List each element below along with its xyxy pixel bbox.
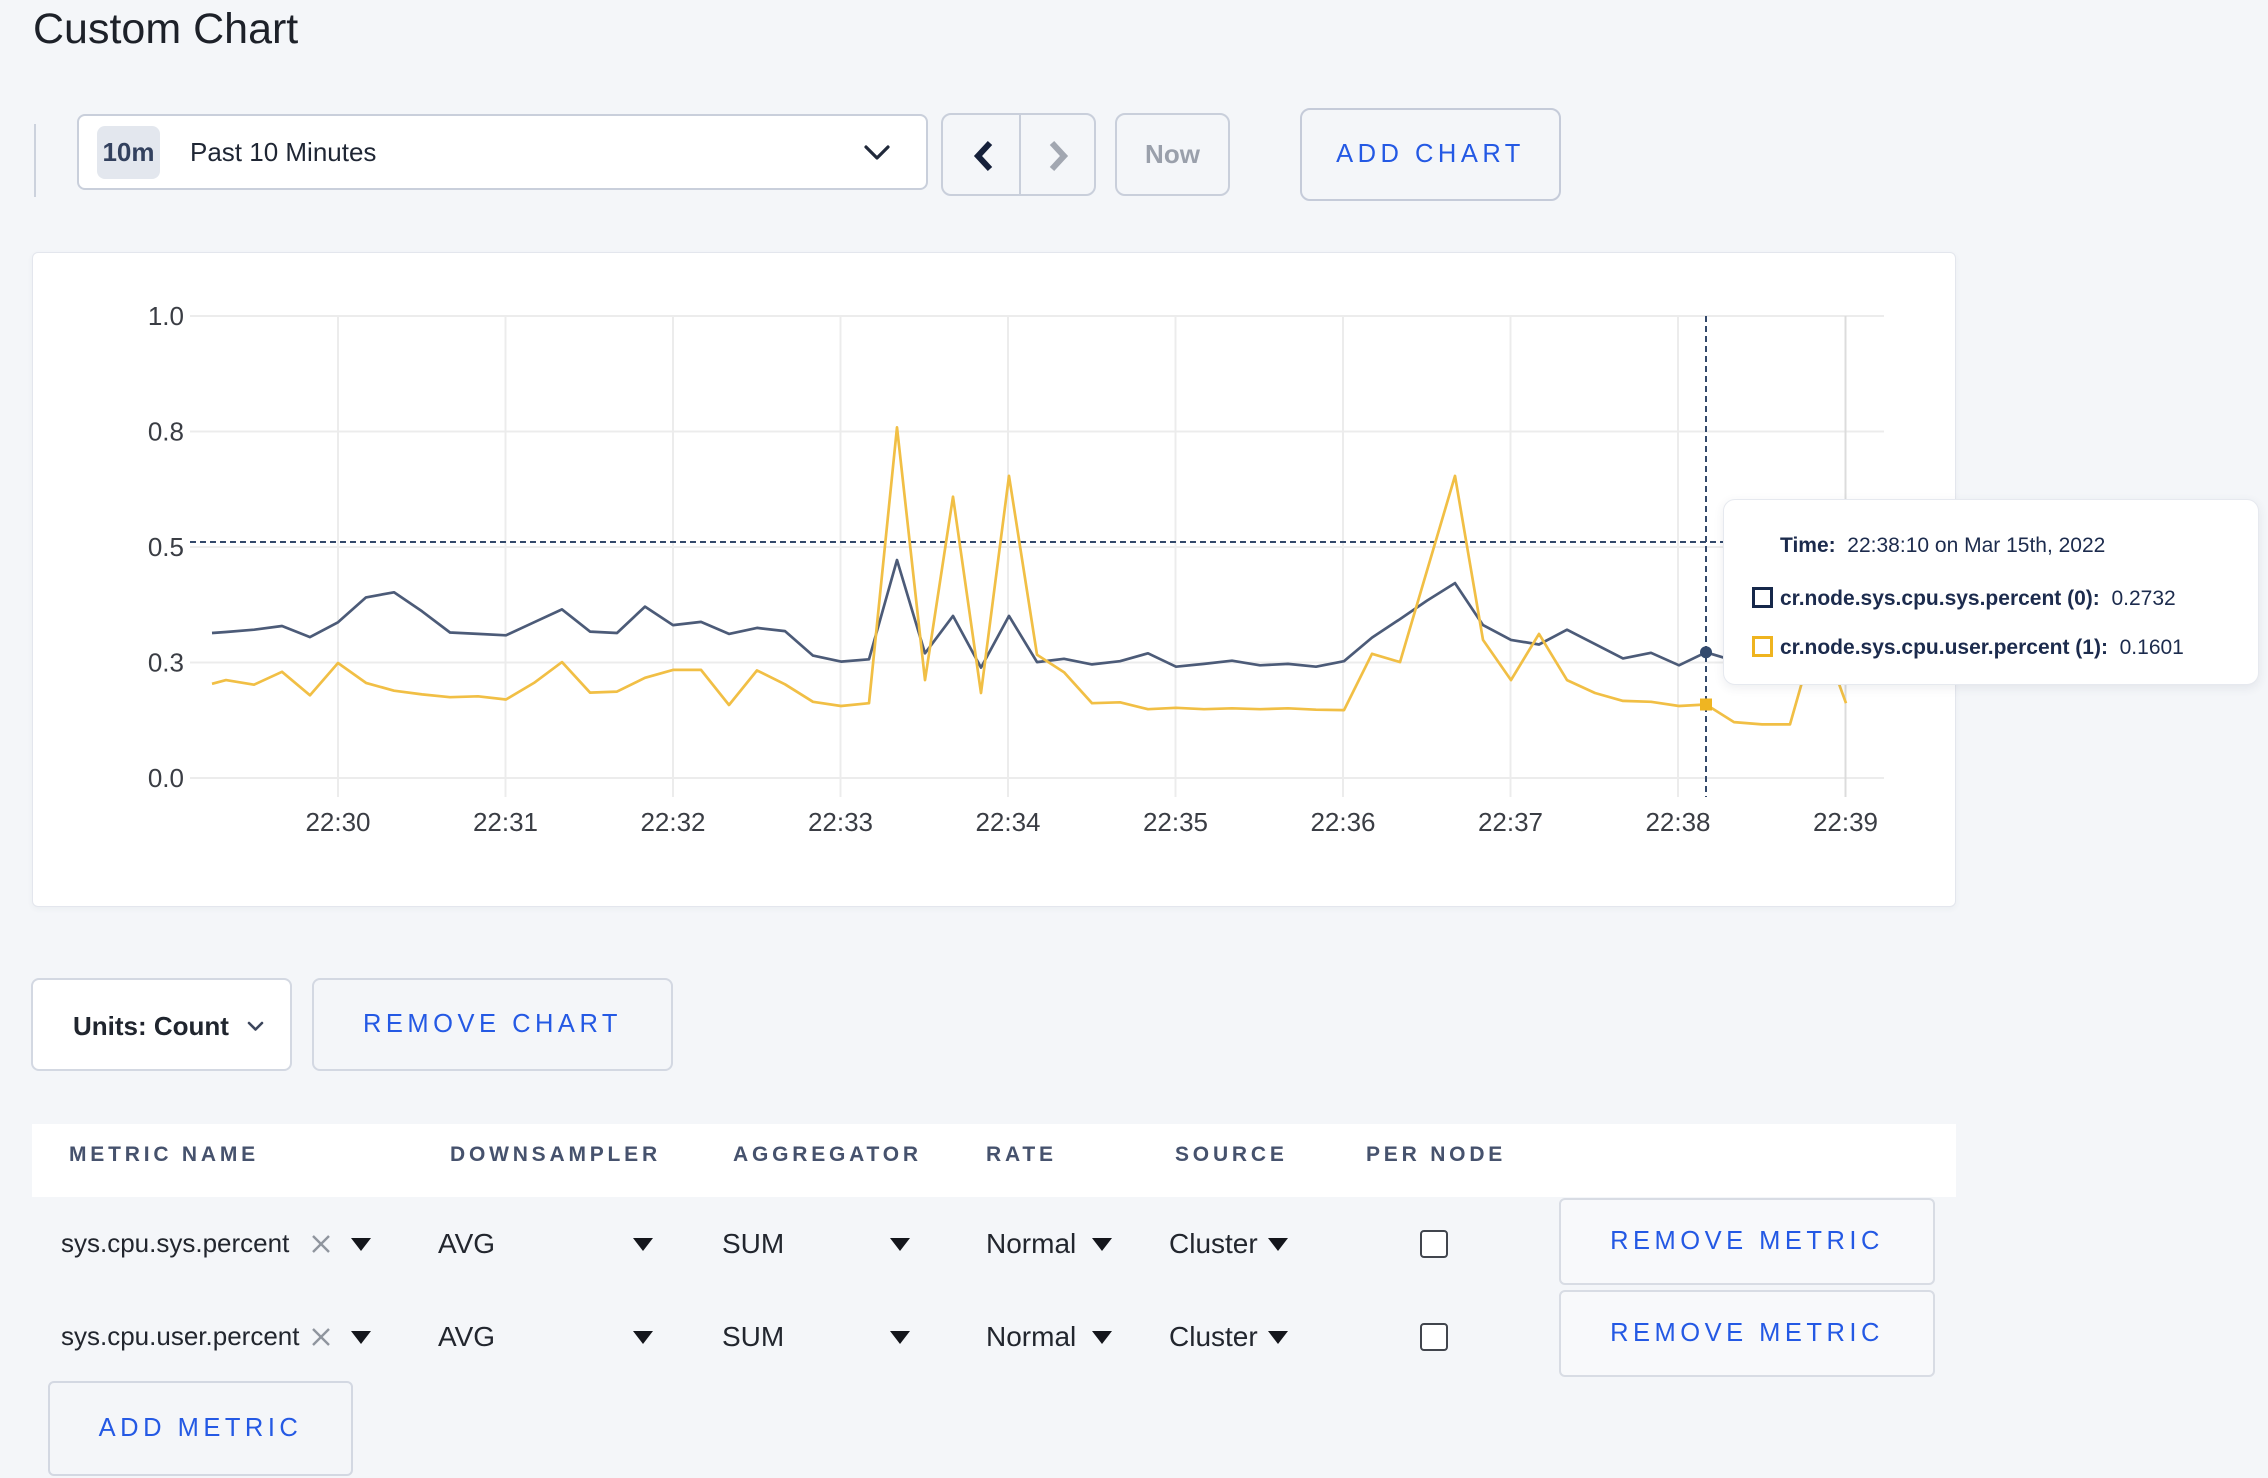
svg-text:0.5: 0.5 — [148, 532, 184, 562]
svg-text:22:32: 22:32 — [640, 807, 705, 837]
svg-text:22:34: 22:34 — [975, 807, 1040, 837]
svg-text:22:37: 22:37 — [1478, 807, 1543, 837]
svg-text:22:36: 22:36 — [1310, 807, 1375, 837]
svg-text:0.8: 0.8 — [148, 417, 184, 447]
svg-text:0.0: 0.0 — [148, 763, 184, 793]
svg-text:22:30: 22:30 — [305, 807, 370, 837]
svg-text:22:39: 22:39 — [1813, 807, 1878, 837]
svg-text:22:33: 22:33 — [808, 807, 873, 837]
svg-text:0.3: 0.3 — [148, 648, 184, 678]
svg-text:22:31: 22:31 — [473, 807, 538, 837]
svg-text:22:35: 22:35 — [1143, 807, 1208, 837]
svg-text:1.0: 1.0 — [148, 301, 184, 331]
svg-text:22:38: 22:38 — [1645, 807, 1710, 837]
